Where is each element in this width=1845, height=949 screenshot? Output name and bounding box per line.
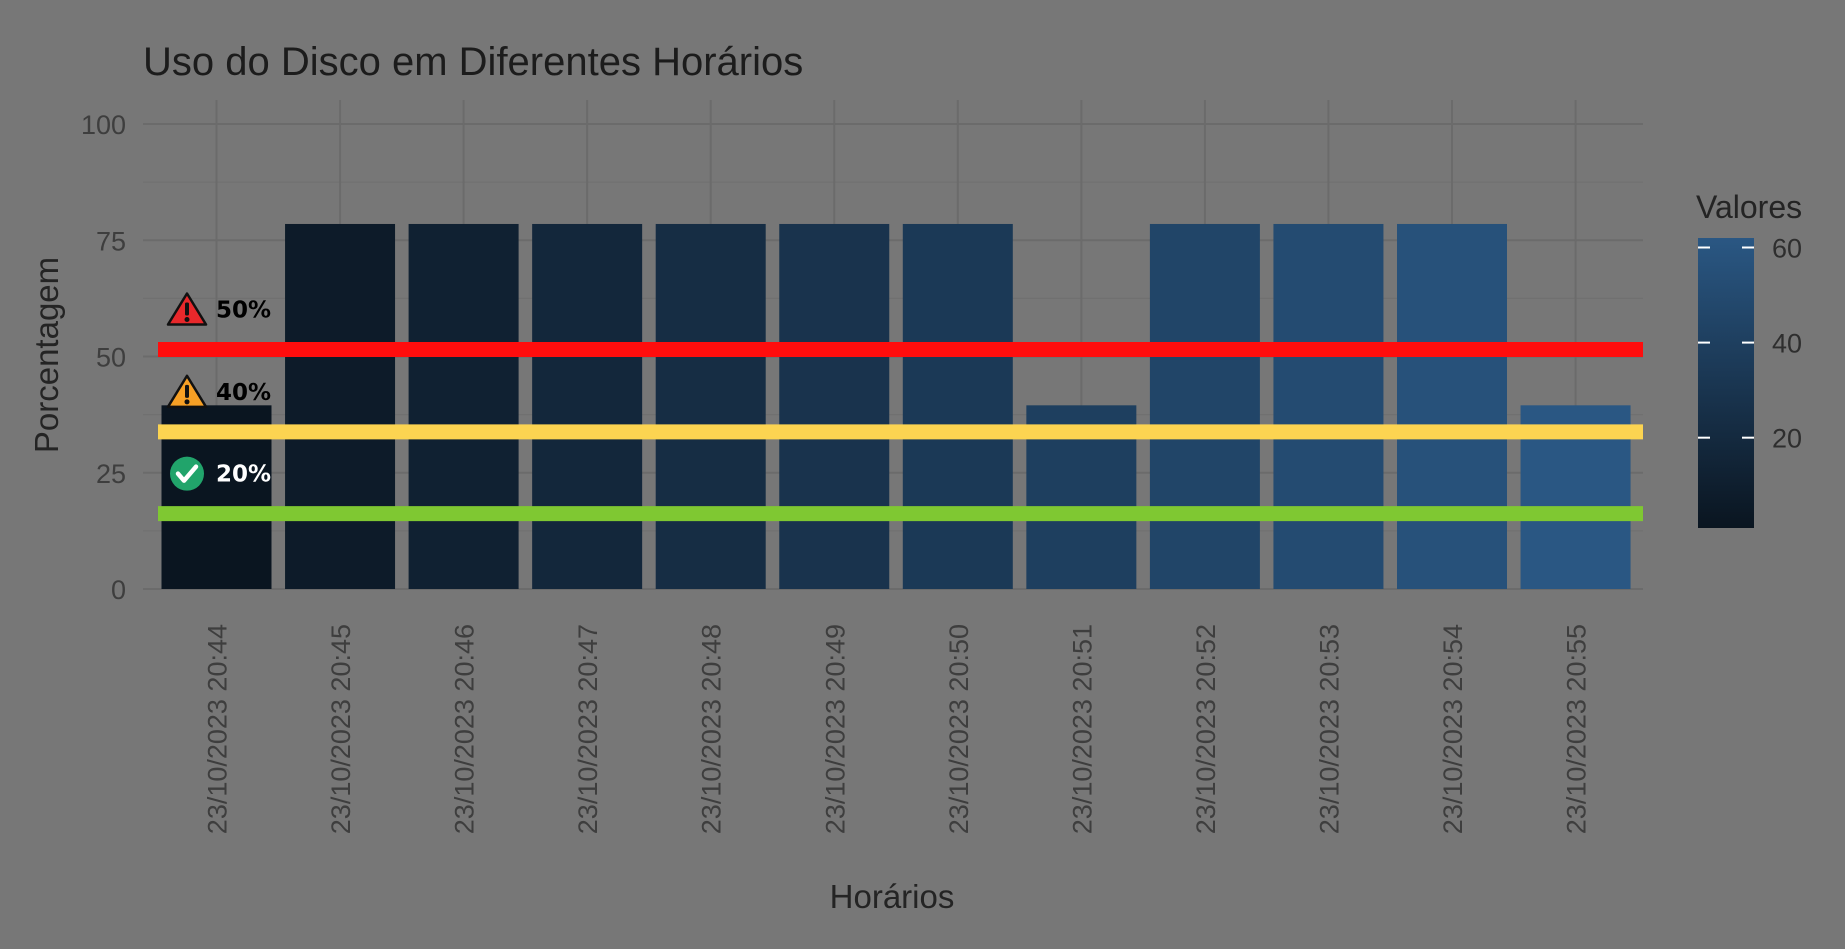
x-axis-ticks: 23/10/2023 20:44 23/10/2023 20:45 23/10/20…: [203, 624, 1592, 834]
x-tick-label: 23/10/2023 20:54: [1438, 624, 1468, 834]
warning-orange-icon: [166, 374, 208, 409]
x-tick-label: 23/10/2023 20:49: [820, 624, 850, 834]
x-tick-label: 23/10/2023 20:46: [450, 624, 480, 834]
warning-red-icon: [166, 292, 208, 326]
color-legend: Valores 20 40 60: [1696, 189, 1802, 528]
bar-3: [408, 223, 519, 589]
y-tick-label: 50: [96, 343, 126, 373]
x-tick-label: 23/10/2023 20:50: [944, 624, 974, 834]
legend-colorbar: [1698, 238, 1754, 528]
bar-4: [532, 223, 643, 589]
legend-tick-label: 20: [1772, 424, 1802, 454]
x-tick-label: 23/10/2023 20:52: [1191, 624, 1221, 834]
x-axis-title: Horários: [830, 878, 955, 915]
threshold-lines: 50% 40% 20%: [158, 292, 1643, 522]
y-tick-label: 100: [81, 110, 126, 140]
bar-10: [1273, 223, 1384, 589]
x-tick-label: 23/10/2023 20:47: [573, 624, 603, 834]
threshold-label-20: 20%: [216, 462, 271, 488]
x-tick-label: 23/10/2023 20:45: [326, 624, 356, 834]
threshold-label-40: 40%: [216, 380, 271, 406]
x-tick-label: 23/10/2023 20:44: [203, 624, 233, 834]
bar-6: [779, 223, 890, 589]
legend-tick-label: 40: [1772, 329, 1802, 359]
bar-5: [655, 223, 766, 589]
bar-9: [1149, 223, 1260, 589]
legend-title: Valores: [1696, 189, 1802, 225]
y-tick-label: 25: [96, 459, 126, 489]
y-axis-title: Porcentagem: [28, 257, 65, 453]
bars: [161, 223, 1631, 589]
bar-7: [902, 223, 1013, 589]
x-tick-label: 23/10/2023 20:55: [1562, 624, 1592, 834]
bar-2: [285, 223, 396, 589]
chart-title: Uso do Disco em Diferentes Horários: [143, 40, 803, 84]
y-tick-label: 75: [96, 226, 126, 256]
x-tick-label: 23/10/2023 20:51: [1067, 624, 1097, 834]
legend-tick-label: 60: [1772, 234, 1802, 264]
x-tick-label: 23/10/2023 20:53: [1314, 624, 1344, 834]
y-tick-label: 0: [111, 575, 126, 605]
threshold-label-50: 50%: [216, 298, 271, 324]
y-axis-ticks: 0 25 50 75 100: [81, 110, 126, 605]
x-tick-label: 23/10/2023 20:48: [697, 624, 727, 834]
bar-11: [1397, 223, 1507, 589]
check-circle-icon: [170, 456, 204, 491]
